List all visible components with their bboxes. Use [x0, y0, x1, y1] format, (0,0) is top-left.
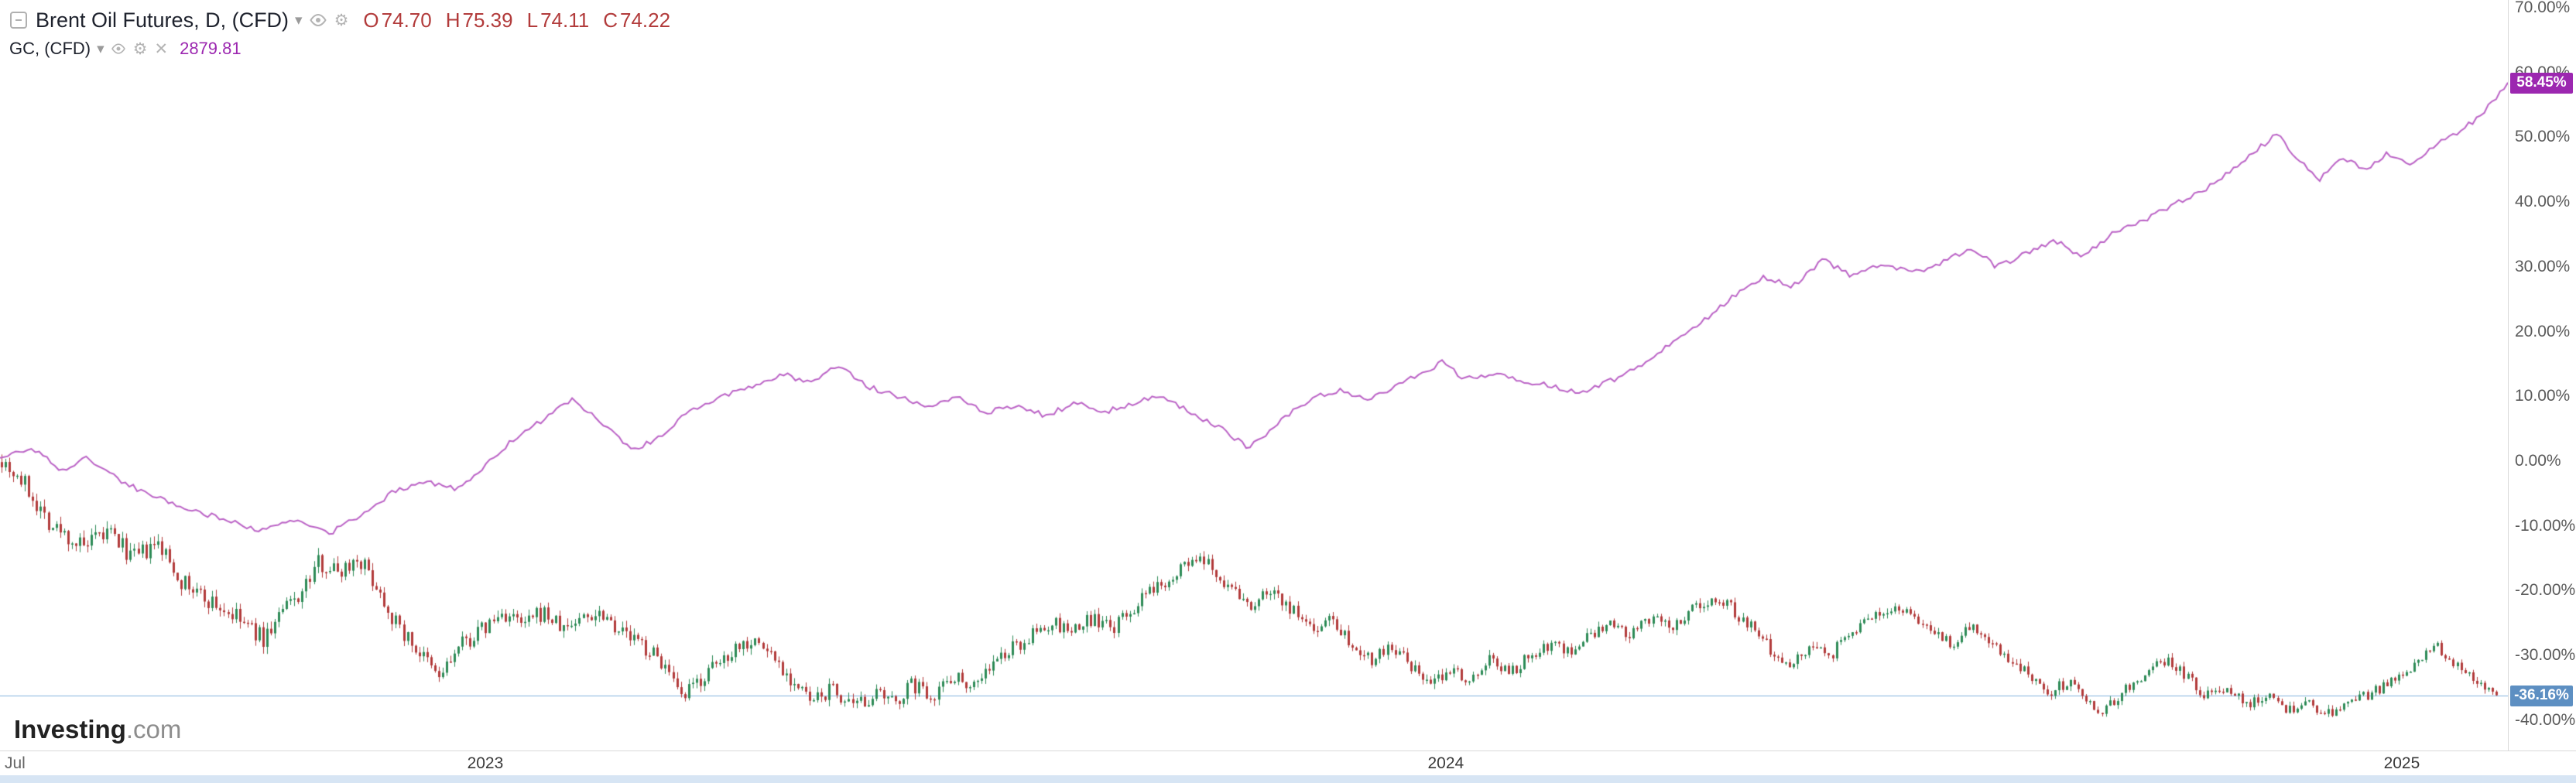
ohlc-values: O 74.70 H 75.39 L 74.11 C 74.22 [363, 9, 670, 32]
y-axis-tick: -20.00% [2515, 581, 2576, 600]
symbol-title-gc[interactable]: GC, (CFD) [9, 39, 91, 58]
chevron-down-icon[interactable]: ▾ [295, 12, 303, 29]
horizontal-scrollbar[interactable] [0, 775, 2576, 783]
y-axis-tick: 50.00% [2515, 128, 2571, 146]
chevron-down-icon[interactable]: ▾ [97, 40, 104, 57]
gear-icon[interactable]: ⚙ [334, 11, 349, 29]
price-chart-canvas[interactable] [0, 0, 2508, 751]
y-axis-tick: 20.00% [2515, 322, 2571, 340]
close-icon[interactable]: ✕ [154, 39, 169, 58]
gc-last-value: 2879.81 [180, 39, 242, 58]
x-axis-label: Jul [5, 754, 26, 772]
y-axis-tick: -40.00% [2515, 710, 2576, 729]
investing-logo-brand: Investing [14, 715, 126, 744]
y-axis-tick: 10.00% [2515, 387, 2571, 405]
gear-icon[interactable]: ⚙ [132, 39, 148, 58]
y-axis-tick: -30.00% [2515, 646, 2576, 664]
time-axis[interactable]: Jul 2023 2024 2025 [0, 751, 2576, 775]
brent-last-price-label: -36.16% [2514, 687, 2569, 704]
ohlc-close: C 74.22 [603, 8, 671, 32]
eye-icon[interactable] [309, 14, 327, 26]
x-axis-label: 2023 [467, 754, 504, 772]
x-axis-label: 2024 [1427, 754, 1464, 772]
ohlc-high: H 75.39 [445, 8, 513, 32]
investing-logo-tld: .com [125, 715, 182, 744]
symbol-title-brent[interactable]: Brent Oil Futures, D, (CFD) [36, 8, 289, 32]
price-axis[interactable]: 58.45% -36.16% 70.00%60.00%50.00%40.00%3… [2508, 0, 2576, 751]
y-axis-tick: 40.00% [2515, 193, 2571, 211]
ohlc-open: O 74.70 [363, 8, 432, 32]
brent-last-price-tag: -36.16% [2510, 685, 2573, 706]
ohlc-low: L 74.11 [526, 8, 590, 32]
legend-row-gc: GC, (CFD) ▾ ⚙ ✕ 2879.81 [9, 37, 670, 60]
legend-row-brent: Brent Oil Futures, D, (CFD) ▾ ⚙ O 74.70 H… [9, 6, 670, 34]
y-axis-tick: 30.00% [2515, 257, 2571, 275]
investing-logo: Investing.com [14, 716, 181, 744]
legend: Brent Oil Futures, D, (CFD) ▾ ⚙ O 74.70 H… [9, 6, 670, 60]
gold-last-price-tag: 58.45% [2510, 72, 2573, 94]
legend-collapse-icon[interactable] [9, 11, 28, 29]
y-axis-tick: 0.00% [2515, 451, 2561, 470]
gold-last-price-label: 58.45% [2516, 74, 2567, 91]
y-axis-tick: 70.00% [2515, 0, 2571, 16]
eye-icon[interactable] [111, 43, 126, 54]
y-axis-tick: -10.00% [2515, 516, 2576, 535]
x-axis-label: 2025 [2383, 754, 2420, 772]
